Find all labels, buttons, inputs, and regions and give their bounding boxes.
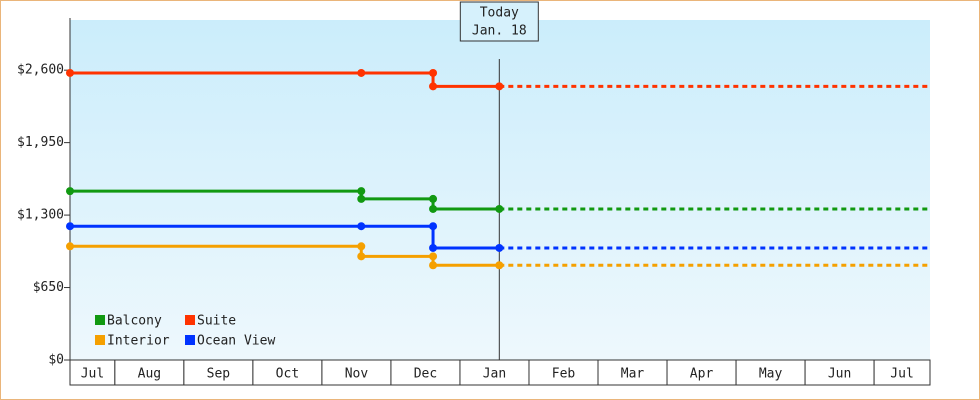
x-tick-label: May [759, 367, 783, 382]
price-point [429, 252, 438, 261]
legend-label: Ocean View [197, 334, 275, 349]
x-tick-label: Jan [483, 367, 506, 382]
y-tick-label: $1,950 [17, 135, 64, 150]
month-cell [528, 359, 599, 386]
legend-label: Interior [107, 334, 170, 349]
price-point [357, 68, 366, 77]
price-point [66, 68, 74, 77]
price-point [357, 222, 366, 231]
month-cell [735, 359, 806, 386]
x-tick-label: Mar [621, 367, 645, 382]
x-tick-label: Nov [345, 367, 369, 382]
month-cell [597, 359, 668, 386]
today-box [459, 1, 539, 42]
price-point [429, 261, 438, 270]
price-point [495, 243, 504, 252]
price-point [357, 187, 366, 196]
y-tick-label: $0 [48, 353, 64, 368]
price-point [495, 261, 504, 270]
price-point [429, 204, 438, 213]
price-line [70, 189, 500, 211]
x-tick-label: Aug [138, 367, 161, 382]
price-point [429, 82, 438, 91]
price-point [357, 242, 366, 251]
y-tick-label: $650 [33, 280, 64, 295]
price-point [429, 68, 438, 77]
price-point [66, 222, 74, 231]
month-cell [873, 359, 931, 386]
x-tick-label: Feb [552, 367, 576, 382]
legend-swatch [95, 335, 105, 345]
price-point [495, 82, 504, 91]
x-tick-label: Oct [276, 367, 299, 382]
today-label: Jan. 18 [472, 24, 527, 39]
x-tick-label: Jul [81, 367, 104, 382]
price-point [495, 204, 504, 213]
price-point [357, 194, 366, 203]
price-point [429, 222, 438, 231]
price-point [429, 194, 438, 203]
price-point [357, 252, 366, 261]
x-tick-label: Dec [414, 367, 437, 382]
price-point [66, 187, 74, 196]
price-point [66, 242, 74, 251]
y-tick-label: $2,600 [17, 63, 64, 78]
month-cell [114, 359, 185, 386]
price-point [429, 243, 438, 252]
legend-swatch [185, 315, 195, 325]
legend-swatch [185, 335, 195, 345]
x-tick-label: Jul [890, 367, 913, 382]
legend-label: Suite [197, 314, 236, 329]
legend-label: Balcony [107, 314, 162, 329]
month-cell [804, 359, 875, 386]
x-tick-label: Sep [207, 367, 231, 382]
x-tick-label: Jun [828, 367, 851, 382]
y-tick-label: $1,300 [17, 208, 64, 223]
today-label: Today [480, 6, 519, 21]
price-line [70, 244, 500, 267]
legend-swatch [95, 315, 105, 325]
x-tick-label: Apr [690, 367, 714, 382]
